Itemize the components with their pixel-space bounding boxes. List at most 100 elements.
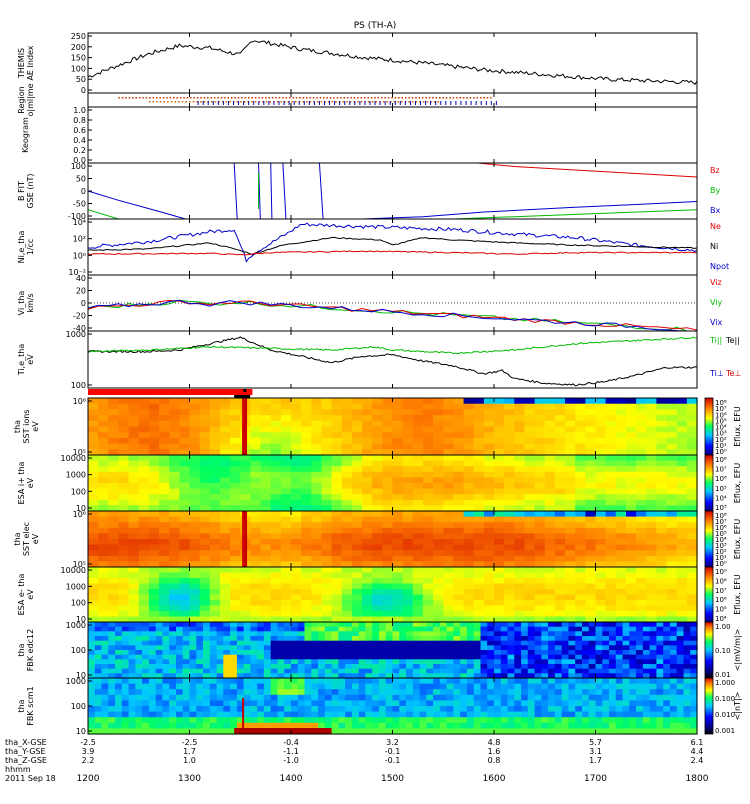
sst-ions-spectrogram [190, 409, 201, 415]
sst-ions-spectrogram [190, 432, 201, 438]
esa-ions-spectrogram [616, 483, 627, 489]
esa-elec-spectrogram [179, 611, 190, 617]
fbk-scm-spectrogram [203, 706, 210, 712]
sst-elec-spectrogram [200, 533, 211, 539]
fbk-edc-spectrogram [156, 669, 163, 674]
sst-elec-spectrogram [514, 533, 525, 539]
sst-elec-spectrogram [393, 556, 404, 562]
esa-ions-spectrogram [169, 477, 180, 483]
esa-elec-spectrogram [423, 611, 434, 617]
fbk-edc-spectrogram [352, 622, 359, 627]
sst-elec-spectrogram [382, 556, 393, 562]
sst-ions-spectrogram [687, 438, 698, 444]
fbk-scm-spectrogram [568, 700, 575, 706]
sst-elec-spectrogram [220, 556, 231, 562]
fbk-edc-spectrogram [616, 659, 623, 664]
fbk-edc-spectrogram [352, 641, 359, 646]
region-dot [173, 97, 175, 99]
fbk-edc-spectrogram [115, 669, 122, 674]
sst-elec-spectrogram [525, 556, 536, 562]
fbk-edc-spectrogram [575, 631, 582, 636]
esa-elec-spectrogram [372, 589, 383, 595]
esa-ions-spectrogram [230, 472, 241, 478]
sst-ions-spectrogram [585, 404, 596, 410]
region-dot [375, 101, 377, 103]
region-dot [339, 101, 340, 105]
fbk-edc-spectrogram [271, 664, 278, 669]
esa-ions-spectrogram [169, 472, 180, 478]
sst-ions-spectrogram [311, 438, 322, 444]
fbk-edc-spectrogram [636, 641, 643, 646]
fbk-scm-spectrogram [223, 723, 230, 729]
fbk-edc-spectrogram [474, 669, 481, 674]
sst-elec-spectrogram [271, 511, 282, 517]
fbk-edc-spectrogram [129, 664, 136, 669]
fbk-edc-spectrogram [183, 631, 190, 636]
fbk-scm-spectrogram [602, 717, 609, 723]
fbk-edc-spectrogram [575, 641, 582, 646]
sst-elec-spectrogram [291, 539, 302, 545]
fbk-scm-spectrogram [264, 712, 271, 718]
sst-elec-spectrogram [210, 522, 221, 528]
sst-ions-spectrogram [423, 427, 434, 433]
sst-elec-spectrogram [149, 533, 160, 539]
esa-ions-spectrogram [200, 483, 211, 489]
legend-entry: By [710, 186, 720, 195]
fbk-edc-spectrogram [318, 636, 325, 641]
fbk-scm-spectrogram [176, 706, 183, 712]
fbk-scm-spectrogram [250, 695, 257, 701]
fbk-edc-spectrogram [176, 622, 183, 627]
esa-elec-spectrogram [322, 606, 333, 612]
esa-elec-spectrogram [240, 600, 251, 606]
fbk-scm-spectrogram [332, 678, 339, 684]
sst-elec-spectrogram [585, 556, 596, 562]
esa-ions-spectrogram [261, 455, 272, 461]
esa-elec-spectrogram [393, 584, 404, 590]
esa-elec-spectrogram [332, 595, 343, 601]
esa-ions-spectrogram [464, 483, 475, 489]
sst-ions-spectrogram [403, 432, 414, 438]
sst-elec-spectrogram [139, 556, 150, 562]
sst-ions-spectrogram [525, 415, 536, 421]
esa-ions-spectrogram [210, 483, 221, 489]
fbk-edc-spectrogram [393, 650, 400, 655]
fbk-scm-spectrogram [413, 712, 420, 718]
fbk-edc-spectrogram [305, 659, 312, 664]
fbk-edc-spectrogram [521, 631, 528, 636]
esa-elec-spectrogram [656, 567, 667, 573]
sst-elec-spectrogram [119, 522, 130, 528]
sst-elec-spectrogram [190, 517, 201, 523]
esa-elec-spectrogram [220, 606, 231, 612]
fbk-edc-spectrogram [548, 631, 555, 636]
fbk-scm-spectrogram [447, 712, 454, 718]
fbk-scm-spectrogram [278, 706, 285, 712]
fbk-scm-spectrogram [501, 723, 508, 729]
esa-elec-spectrogram [596, 567, 607, 573]
fbk-edc-spectrogram [440, 631, 447, 636]
sst-elec-spectrogram [464, 511, 475, 517]
fbk-edc-spectrogram [636, 622, 643, 627]
esa-elec-spectrogram [565, 584, 576, 590]
esa-ions-spectrogram [575, 494, 586, 500]
esa-elec-spectrogram [596, 573, 607, 579]
esa-elec-spectrogram [261, 600, 272, 606]
sst-elec-spectrogram [403, 511, 414, 517]
fbk-edc-spectrogram [278, 627, 285, 632]
fbk-scm-spectrogram [487, 706, 494, 712]
fbk-scm-spectrogram [95, 684, 102, 690]
fbk-edc-spectrogram [677, 645, 684, 650]
fbk-edc-spectrogram [237, 669, 244, 674]
sst-elec-spectrogram [281, 550, 292, 556]
esa-elec-spectrogram [362, 595, 373, 601]
region-dot [174, 101, 176, 103]
fbk-scm-spectrogram [582, 689, 589, 695]
esa-ions-spectrogram [261, 477, 272, 483]
esa-elec-spectrogram [362, 567, 373, 573]
esa-ions-spectrogram [464, 472, 475, 478]
sst-ions-spectrogram [88, 438, 99, 444]
sst-ions-spectrogram [250, 415, 261, 421]
fbk-scm-spectrogram [406, 712, 413, 718]
fbk-edc-spectrogram [386, 636, 393, 641]
sst-ions-spectrogram [261, 432, 272, 438]
esa-ions-spectrogram [504, 500, 515, 506]
